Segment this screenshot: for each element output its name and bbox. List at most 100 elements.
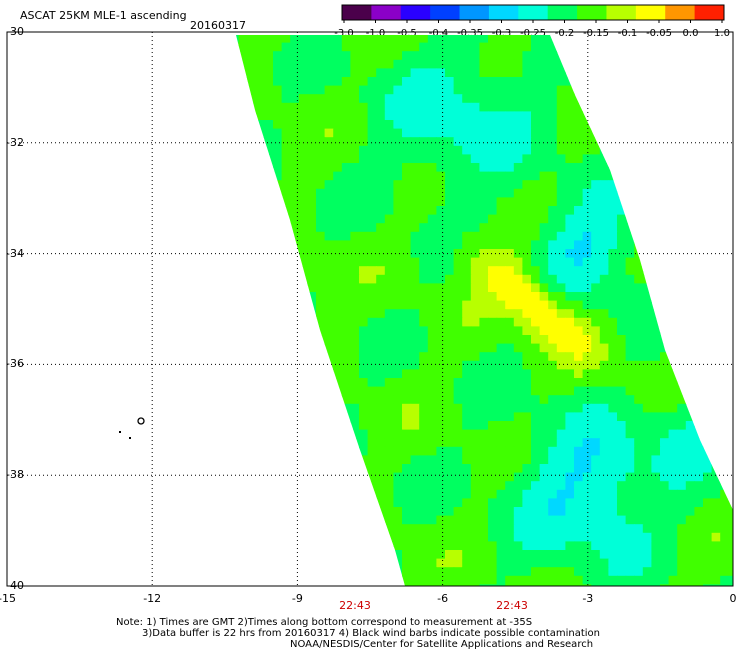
swath-cell [720,421,730,431]
swath-cell [651,464,661,474]
swath-cell [703,403,713,413]
swath-cell [556,128,566,138]
swath-cell [565,532,575,542]
swath-cell [281,223,291,233]
swath-cell [445,472,455,482]
swath-cell [479,421,489,431]
swath-cell [522,51,532,61]
swath-cell [393,489,403,499]
swath-cell [264,292,274,302]
swath-cell [720,163,730,173]
swath-cell [634,180,644,190]
swath-cell [548,120,558,130]
swath-cell [685,558,695,568]
swath-cell [470,524,480,534]
swath-cell [531,558,541,568]
swath-cell [393,214,403,224]
swath-cell [599,567,609,577]
swath-cell [281,352,291,362]
swath-cell [574,481,584,491]
swath-cell [436,343,446,353]
swath-cell [238,360,248,370]
swath-cell [470,360,480,370]
swath-cell [402,584,412,586]
swath-cell [651,360,661,370]
swath-cell [255,206,265,216]
swath-cell [531,532,541,542]
swath-cell [660,120,670,130]
swath-cell [359,403,369,413]
swath-cell [479,68,489,78]
swath-cell [298,231,308,241]
swath-cell [453,300,463,310]
swath-cell [264,145,274,155]
swath-cell [548,35,558,44]
swath-cell [548,567,558,577]
swath-cell [453,507,463,517]
swath-cell [677,455,687,465]
swath-cell [324,51,334,61]
swath-cell [445,94,455,104]
swath-cell [281,51,291,61]
swath-cell [333,309,343,319]
swath-cell [599,163,609,173]
swath-cell [255,274,265,284]
swath-cell [341,309,351,319]
swath-cell [367,386,377,396]
swath-cell [505,137,515,147]
swath-cell [651,206,661,216]
swath-cell [419,558,429,568]
swath-cell [496,274,506,284]
swath-cell [376,352,386,362]
swath-cell [608,171,618,181]
swath-cell [617,378,627,388]
swath-cell [617,343,627,353]
swath-cell [238,567,248,577]
swath-cell [539,197,549,207]
swath-cell [479,120,489,130]
swath-cell [531,180,541,190]
swath-cell [660,584,670,586]
swath-cell [264,51,274,61]
swath-cell [290,94,300,104]
swath-cell [238,498,248,508]
swath-cell [453,77,463,87]
swath-cell [720,489,730,499]
swath-cell [298,197,308,207]
swath-cell [608,137,618,147]
swath-cell [651,59,661,69]
swath-cell [384,455,394,465]
swath-cell [324,532,334,542]
swath-cell [324,128,334,138]
swath-cell [496,558,506,568]
swath-cell [273,550,283,560]
swath-cell [703,335,713,345]
swath-cell [574,309,584,319]
swath-cell [359,206,369,216]
swath-cell [445,77,455,87]
swath-cell [479,335,489,345]
swath-cell [668,507,678,517]
swath-cell [238,317,248,327]
swath-cell [436,386,446,396]
swath-cell [462,352,472,362]
swath-cell [419,532,429,542]
swath-cell [255,188,265,198]
swath-cell [333,197,343,207]
swath-cell [582,360,592,370]
swath-cell [324,524,334,534]
swath-cell [668,111,678,121]
swath-cell [393,343,403,353]
swath-cell [419,446,429,456]
swath-cell [505,128,515,138]
swath-cell [556,317,566,327]
swath-cell [264,206,274,216]
swath-cell [539,188,549,198]
swath-cell [625,180,635,190]
swath-cell [436,515,446,525]
swath-cell [273,472,283,482]
swath-cell [316,59,326,69]
swath-cell [273,455,283,465]
swath-cell [720,455,730,465]
swath-cell [591,180,601,190]
